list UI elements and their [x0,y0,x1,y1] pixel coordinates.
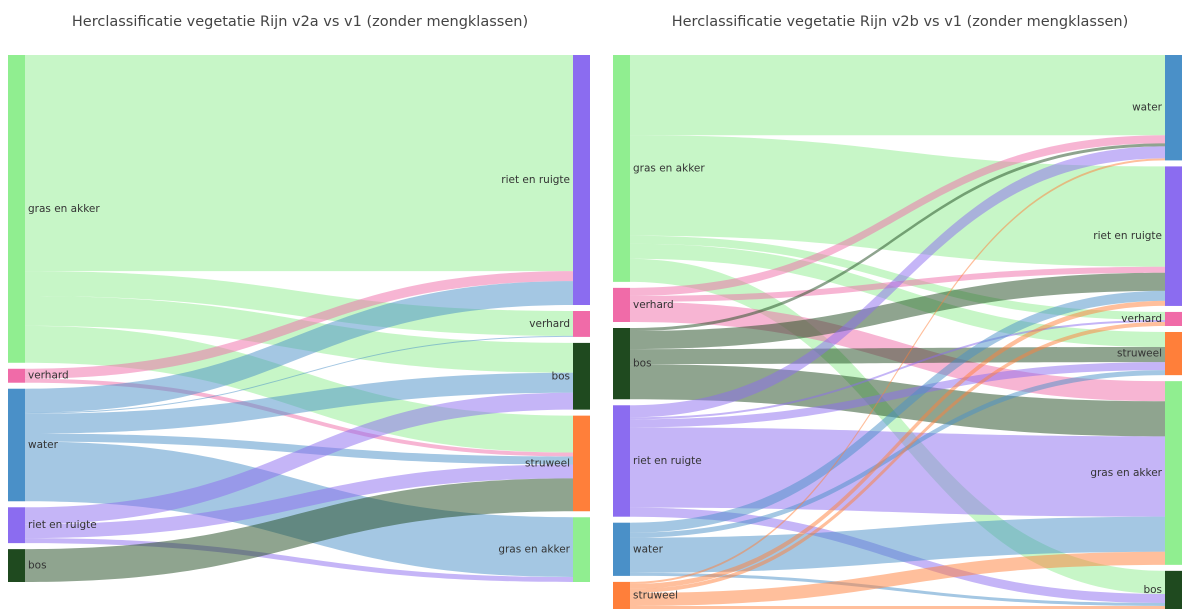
node [573,311,590,337]
chart-title: Herclassificatie vegetatie Rijn v2a vs v… [72,14,528,30]
link [630,572,1165,606]
link [630,258,1165,594]
link [630,551,1165,606]
link [25,372,573,434]
node [8,507,25,544]
node-label: riet en ruigte [501,174,570,186]
node [613,405,630,517]
link [630,370,1165,538]
link [630,290,1165,533]
node [1165,331,1182,376]
link [630,135,1165,267]
links [630,55,1165,609]
link [630,321,1165,593]
link [25,55,573,272]
node-label: gras en akker [1090,467,1162,479]
node-label: struweel [1117,348,1162,360]
node [8,55,25,363]
link [25,392,573,525]
node [613,55,630,282]
node [613,287,630,322]
node [1165,166,1182,306]
link [630,272,1165,350]
node-label: gras en akker [633,162,705,174]
node [613,522,630,576]
node-label: verhard [633,299,674,311]
link [630,243,1165,348]
node [1165,55,1182,161]
node [613,581,630,609]
node-label: struweel [633,589,678,601]
link [25,296,573,373]
node-label: riet en ruigte [28,519,97,531]
node [8,388,25,502]
link [25,335,573,414]
link [630,146,1165,418]
node [1165,381,1182,565]
node-label: water [28,439,59,451]
links [25,55,573,582]
link [25,271,573,336]
node [573,517,590,582]
link [630,143,1165,332]
node-label: verhard [28,370,69,382]
node [1165,570,1182,609]
node [573,342,590,410]
link [630,158,1165,584]
node-label: riet en ruigte [633,455,702,467]
node-label: bos [633,358,652,370]
link [630,347,1165,365]
node [8,549,25,582]
node-label: gras en akker [498,544,570,556]
node [1165,311,1182,326]
link [25,271,573,379]
node [8,368,25,383]
node [573,55,590,306]
link [25,464,573,539]
node-label: water [633,543,664,555]
node [613,327,630,400]
node-label: verhard [1121,313,1162,325]
link [25,478,573,582]
node-label: riet en ruigte [1093,230,1162,242]
link [630,319,1165,420]
node-label: bos [1143,584,1162,596]
link [25,441,573,578]
link [630,427,1165,517]
node-label: water [1132,102,1163,114]
link [630,55,1165,136]
node-label: verhard [529,318,570,330]
node-label: bos [551,370,570,382]
node [573,415,590,512]
link [25,281,573,413]
link [630,300,1165,589]
link [25,378,573,457]
link [25,433,573,465]
node-label: struweel [525,457,570,469]
chart-title: Herclassificatie vegetatie Rijn v2b vs v… [672,14,1129,30]
link [630,605,1165,609]
node-label: bos [28,560,47,572]
link [630,362,1165,428]
link [630,135,1165,296]
link [25,538,573,582]
node-label: gras en akker [28,203,100,215]
